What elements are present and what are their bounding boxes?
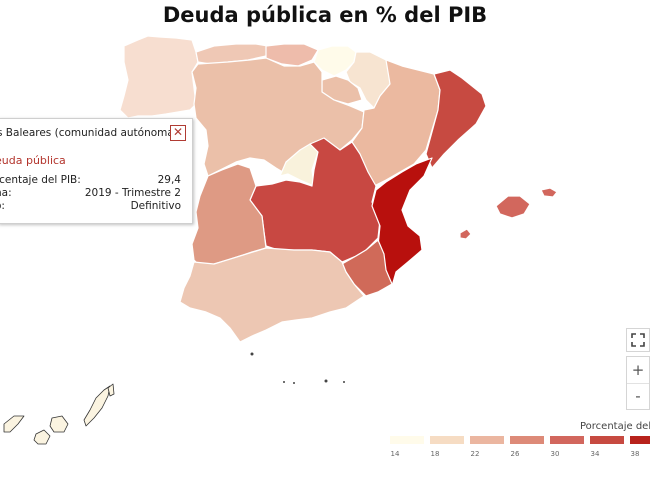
- tooltip-row-label: o:: [0, 200, 5, 212]
- legend-label: 30: [550, 450, 560, 458]
- island-speck-3: [343, 381, 345, 383]
- legend-label: 34: [590, 450, 600, 458]
- tooltip-row-label: rcentaje del PIB:: [0, 174, 81, 186]
- region-canarias-gran-canaria[interactable]: [49, 415, 69, 433]
- zoom-out-button[interactable]: -: [635, 387, 641, 405]
- zoom-controls: + -: [626, 356, 650, 410]
- region-mallorca[interactable]: [495, 195, 531, 219]
- tooltip-region-name: s Baleares (comunidad autónoma): [0, 127, 178, 139]
- region-murcia[interactable]: [341, 239, 393, 297]
- legend-swatch: [390, 436, 424, 444]
- legend-label: 22: [470, 450, 480, 458]
- tooltip-row-value: 29,4: [157, 174, 181, 186]
- legend-label: 26: [510, 450, 520, 458]
- region-canarias-lanzarote[interactable]: [107, 383, 115, 397]
- region-cataluna[interactable]: [425, 69, 487, 169]
- region-ceuta[interactable]: [250, 352, 254, 356]
- region-tooltip: s Baleares (comunidad autónoma) ✕ euda p…: [0, 118, 193, 224]
- island-speck-1: [283, 381, 285, 383]
- legend-swatch: [590, 436, 624, 444]
- region-pais-vasco[interactable]: [313, 45, 357, 77]
- region-melilla[interactable]: [324, 379, 328, 383]
- zoom-in-button[interactable]: +: [627, 357, 649, 384]
- tooltip-row-value: 2019 - Trimestre 2: [84, 187, 181, 199]
- region-ibiza[interactable]: [459, 228, 472, 240]
- legend-swatch: [470, 436, 504, 444]
- island-speck-2: [293, 382, 295, 384]
- map-title: Deuda pública en % del PIB: [162, 3, 488, 27]
- legend-swatch: [510, 436, 544, 444]
- region-andalucia[interactable]: [179, 247, 365, 343]
- region-canarias-tenerife[interactable]: [3, 415, 25, 433]
- legend-title: Porcentaje del: [580, 421, 650, 432]
- legend-swatch: [630, 436, 650, 444]
- fullscreen-icon: [631, 333, 645, 347]
- legend-label: 18: [430, 450, 440, 458]
- tooltip-row-value: Definitivo: [130, 200, 181, 212]
- legend-swatch: [550, 436, 584, 444]
- tooltip-close-button[interactable]: ✕: [170, 125, 186, 141]
- tooltip-row-label: ha:: [0, 187, 12, 199]
- legend-swatch: [430, 436, 464, 444]
- legend-label: 14: [390, 450, 400, 458]
- region-canarias-fuerteventura[interactable]: [83, 385, 111, 427]
- region-menorca[interactable]: [540, 187, 558, 198]
- fullscreen-button[interactable]: [626, 328, 650, 352]
- region-galicia[interactable]: [119, 35, 199, 119]
- region-canarias-gomera[interactable]: [33, 429, 51, 445]
- legend-label: 38: [630, 450, 640, 458]
- tooltip-metric-name: euda pública: [0, 154, 66, 167]
